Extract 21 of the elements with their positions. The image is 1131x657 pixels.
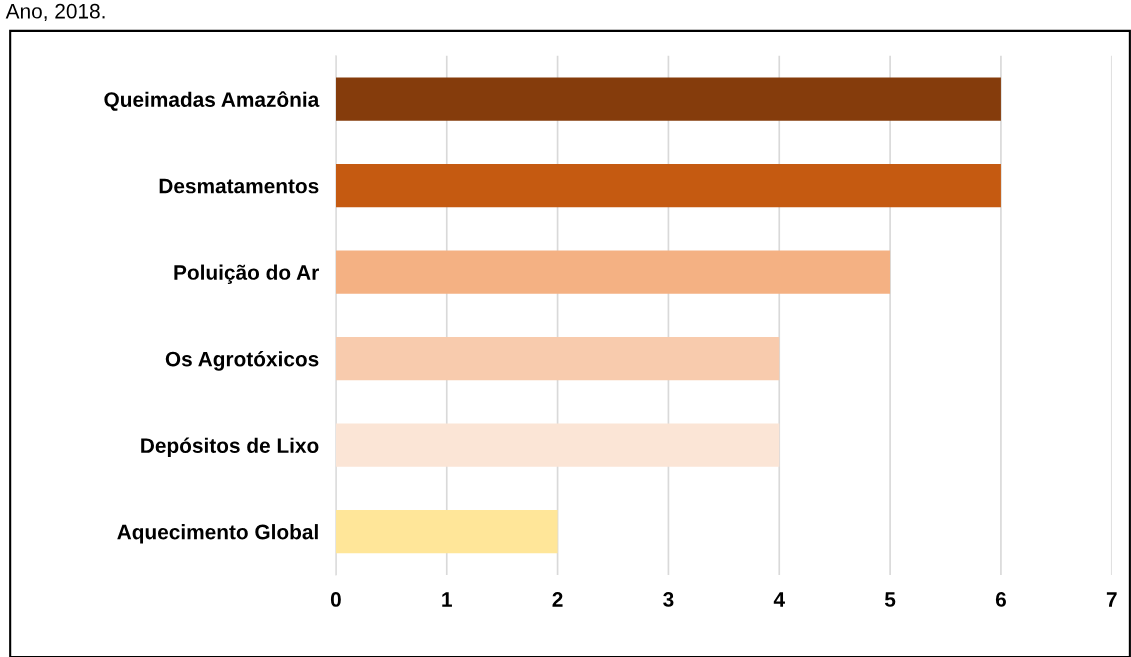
y-tick-label: Os Agrotóxicos: [165, 350, 319, 371]
bar: [335, 77, 1001, 121]
bar: [335, 163, 1001, 208]
x-tick-label: 2: [552, 592, 563, 607]
bar: [335, 423, 780, 467]
y-tick-label: Depósitos de Lixo: [141, 437, 319, 458]
y-tick-label: Desmatamentos: [159, 178, 319, 194]
y-tick-label: Poluição do Ar: [174, 264, 319, 284]
bar: [335, 250, 891, 294]
x-tick-label: 5: [884, 592, 896, 607]
text: Ano, 2018.: [5, 3, 105, 22]
x-tick-label: 3: [663, 592, 674, 607]
x-tick-label: 0: [330, 592, 341, 607]
bar: [335, 336, 780, 381]
x-tick-label: 6: [995, 592, 1006, 607]
x-tick-label: 7: [1106, 592, 1117, 607]
x-tick-label: 1: [442, 592, 452, 607]
y-tick-label: Queimadas Amazônia: [104, 91, 320, 111]
bar: [335, 510, 558, 554]
y-tick-label: Aquecimento Global: [117, 524, 318, 544]
x-tick-label: 4: [773, 592, 785, 607]
